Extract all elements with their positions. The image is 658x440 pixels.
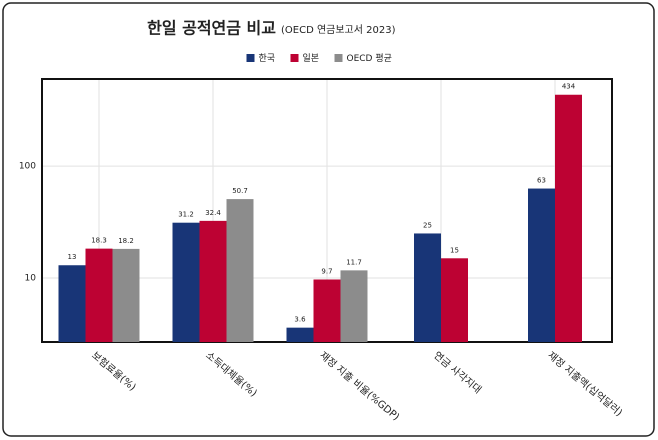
bar — [85, 248, 113, 342]
bar — [313, 279, 341, 342]
bar — [555, 94, 582, 343]
value-label: 3.6 — [294, 316, 306, 324]
chart-subtitle: (OECD 연금보고서 2023) — [281, 24, 396, 36]
bar — [528, 188, 555, 342]
legend-swatch — [290, 54, 299, 62]
value-label: 9.7 — [321, 267, 332, 275]
value-label: 434 — [562, 83, 576, 91]
bar — [441, 258, 468, 342]
legend-swatch — [246, 54, 255, 62]
bar — [340, 270, 368, 342]
legend-swatch — [334, 54, 343, 62]
bar — [286, 327, 314, 342]
value-label: 18.3 — [91, 237, 107, 245]
legend-label: 일본 — [303, 53, 320, 64]
bar — [112, 248, 140, 342]
value-label: 13 — [68, 253, 77, 261]
value-label: 25 — [423, 221, 432, 229]
value-label: 32.4 — [205, 209, 221, 217]
value-label: 11.7 — [346, 258, 362, 266]
bar — [199, 220, 227, 342]
y-tick-label: 10 — [25, 274, 37, 284]
bar — [226, 199, 254, 342]
value-label: 50.7 — [232, 187, 248, 195]
value-label: 15 — [450, 246, 459, 254]
y-tick-label: 100 — [19, 162, 36, 172]
value-label: 63 — [537, 177, 546, 185]
legend-label: OECD 평균 — [347, 53, 392, 64]
bar — [172, 222, 200, 342]
value-label: 31.2 — [178, 211, 194, 219]
value-label: 18.2 — [118, 237, 134, 245]
bar — [58, 265, 86, 342]
chart-title: 한일 공적연금 비교 — [147, 19, 276, 38]
bar — [414, 233, 441, 342]
legend-label: 한국 — [259, 53, 276, 64]
